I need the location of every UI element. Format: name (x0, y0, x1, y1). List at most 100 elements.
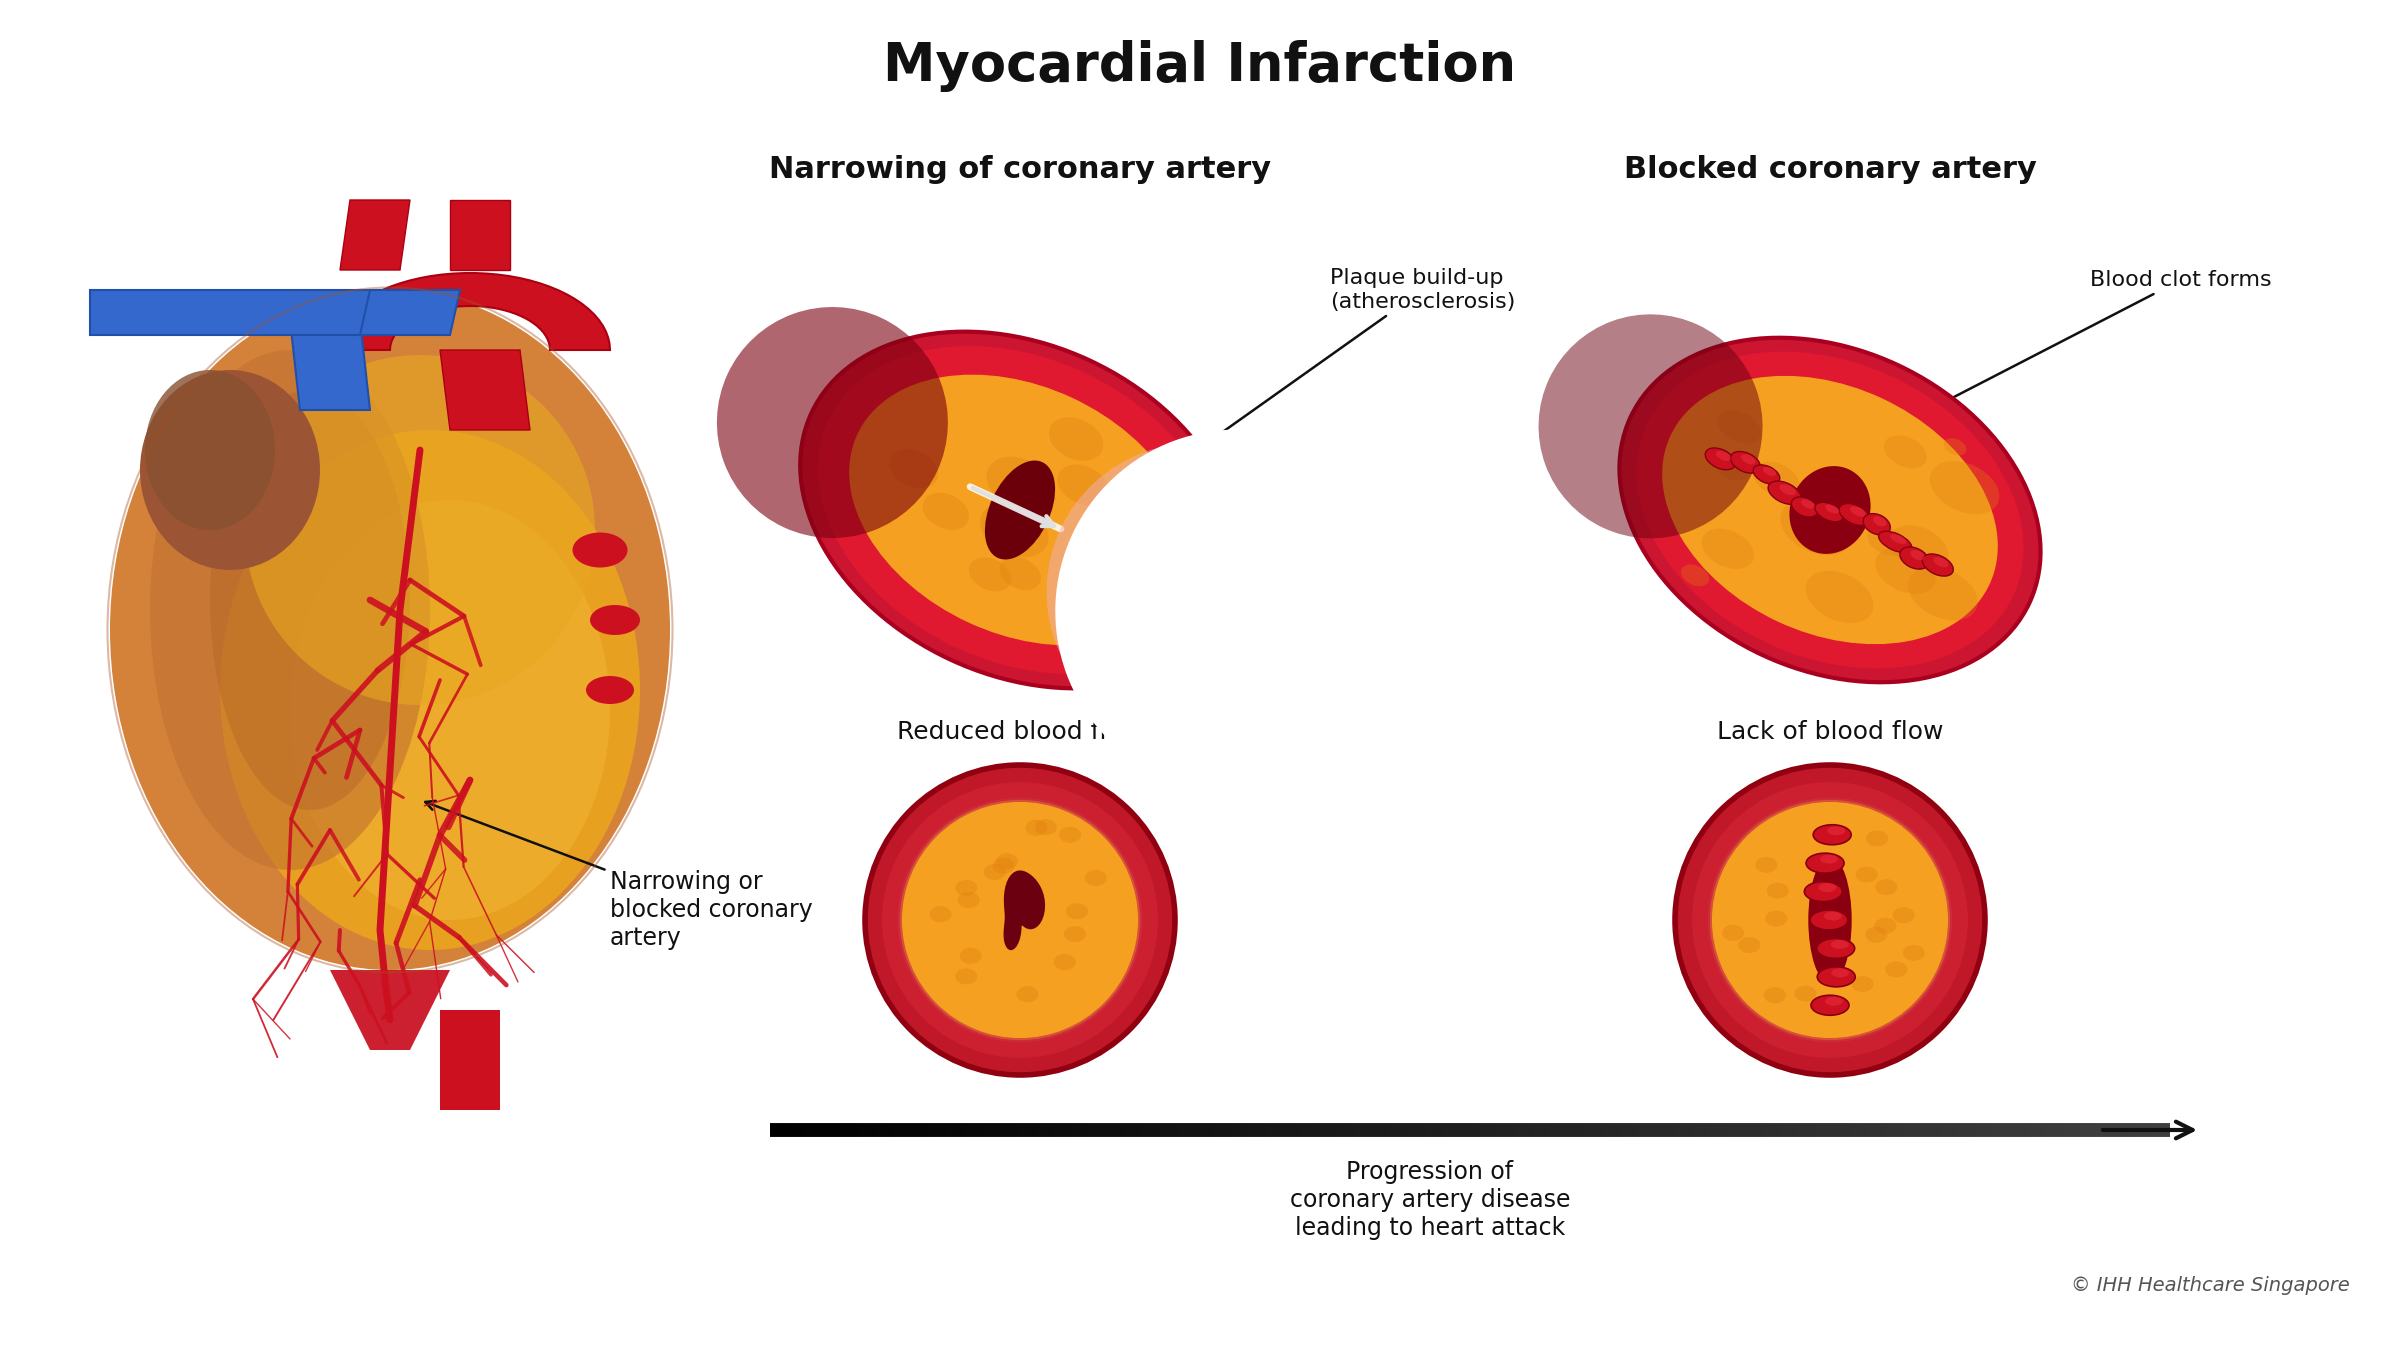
Ellipse shape (1054, 954, 1075, 971)
Text: Progression of
coronary artery disease
leading to heart attack: Progression of coronary artery disease l… (1289, 1160, 1570, 1239)
Ellipse shape (1718, 410, 1762, 444)
Ellipse shape (139, 370, 319, 570)
Ellipse shape (718, 306, 948, 539)
Ellipse shape (1754, 462, 1800, 497)
Ellipse shape (1879, 531, 1913, 552)
Ellipse shape (1097, 543, 1150, 586)
Ellipse shape (958, 892, 979, 909)
Ellipse shape (245, 355, 595, 705)
Ellipse shape (1752, 464, 1781, 485)
Ellipse shape (1812, 995, 1848, 1015)
Ellipse shape (1058, 826, 1080, 842)
Text: Myocardial Infarction: Myocardial Infarction (883, 40, 1517, 92)
Ellipse shape (1058, 464, 1109, 505)
Ellipse shape (1099, 558, 1157, 603)
Ellipse shape (1795, 986, 1817, 1002)
Ellipse shape (900, 799, 1140, 1040)
Ellipse shape (1709, 799, 1951, 1040)
Ellipse shape (1812, 483, 1860, 518)
Ellipse shape (290, 500, 610, 919)
Ellipse shape (1886, 961, 1908, 977)
Ellipse shape (1826, 826, 1846, 836)
Ellipse shape (1862, 513, 1891, 535)
Ellipse shape (970, 558, 1010, 591)
Ellipse shape (1034, 819, 1056, 836)
Ellipse shape (1874, 879, 1898, 895)
Polygon shape (451, 200, 511, 270)
Ellipse shape (1908, 567, 1978, 621)
Ellipse shape (984, 864, 1006, 880)
Ellipse shape (1790, 466, 1870, 554)
Ellipse shape (1894, 907, 1915, 923)
Ellipse shape (1930, 462, 1999, 514)
Ellipse shape (996, 853, 1018, 869)
Text: © IHH Healthcare Singapore: © IHH Healthcare Singapore (2071, 1276, 2350, 1295)
Ellipse shape (221, 431, 641, 950)
Ellipse shape (955, 880, 977, 896)
Ellipse shape (883, 782, 1157, 1058)
Ellipse shape (1817, 938, 1855, 958)
Text: Reduced blood flow: Reduced blood flow (898, 720, 1142, 744)
Ellipse shape (1824, 996, 1843, 1006)
Ellipse shape (1838, 504, 1870, 525)
Polygon shape (439, 350, 530, 431)
Ellipse shape (1874, 918, 1896, 934)
Ellipse shape (1778, 485, 1795, 495)
Ellipse shape (998, 558, 1042, 590)
Ellipse shape (1889, 525, 1949, 570)
Ellipse shape (1106, 528, 1162, 572)
Ellipse shape (1901, 547, 1930, 570)
Ellipse shape (1675, 765, 1985, 1075)
Ellipse shape (1723, 925, 1745, 941)
Ellipse shape (1769, 481, 1800, 505)
Ellipse shape (1680, 564, 1709, 586)
Text: Blocked coronary artery: Blocked coronary artery (1622, 155, 2038, 184)
Ellipse shape (590, 605, 641, 634)
Text: Narrowing of coronary artery: Narrowing of coronary artery (768, 155, 1272, 184)
Ellipse shape (984, 460, 1056, 559)
Ellipse shape (1764, 467, 1776, 477)
Polygon shape (439, 1010, 499, 1110)
Ellipse shape (955, 968, 977, 984)
Ellipse shape (1850, 506, 1865, 517)
Ellipse shape (1764, 987, 1786, 1003)
Ellipse shape (1692, 782, 1968, 1058)
Ellipse shape (850, 374, 1190, 645)
Ellipse shape (960, 948, 982, 964)
Ellipse shape (110, 290, 670, 971)
Ellipse shape (1730, 451, 1759, 472)
Ellipse shape (211, 390, 410, 810)
Ellipse shape (1810, 910, 1848, 930)
Ellipse shape (1872, 516, 1886, 526)
Polygon shape (331, 971, 451, 1050)
Ellipse shape (1807, 856, 1853, 984)
Ellipse shape (888, 448, 938, 489)
Ellipse shape (1704, 448, 1735, 470)
Ellipse shape (1817, 967, 1855, 987)
Ellipse shape (1702, 529, 1754, 568)
Ellipse shape (1824, 505, 1838, 513)
Ellipse shape (1663, 375, 1997, 644)
Ellipse shape (1620, 338, 2040, 682)
Ellipse shape (864, 765, 1176, 1075)
Ellipse shape (1781, 501, 1853, 555)
Ellipse shape (986, 456, 1054, 510)
Ellipse shape (1922, 554, 1954, 576)
Ellipse shape (1807, 853, 1843, 873)
Ellipse shape (1754, 857, 1778, 873)
Ellipse shape (1025, 819, 1046, 836)
Ellipse shape (1867, 830, 1889, 846)
Ellipse shape (1018, 987, 1039, 1002)
Ellipse shape (1874, 548, 1937, 594)
Ellipse shape (1538, 315, 1762, 539)
Ellipse shape (1740, 454, 1757, 464)
Text: Lack of blood flow: Lack of blood flow (1716, 720, 1944, 744)
Polygon shape (290, 320, 370, 410)
Polygon shape (360, 290, 461, 335)
Ellipse shape (1766, 910, 1788, 926)
Ellipse shape (1903, 945, 1925, 961)
Ellipse shape (149, 350, 430, 869)
Ellipse shape (586, 676, 634, 703)
Ellipse shape (1063, 926, 1085, 942)
Ellipse shape (1800, 500, 1814, 509)
